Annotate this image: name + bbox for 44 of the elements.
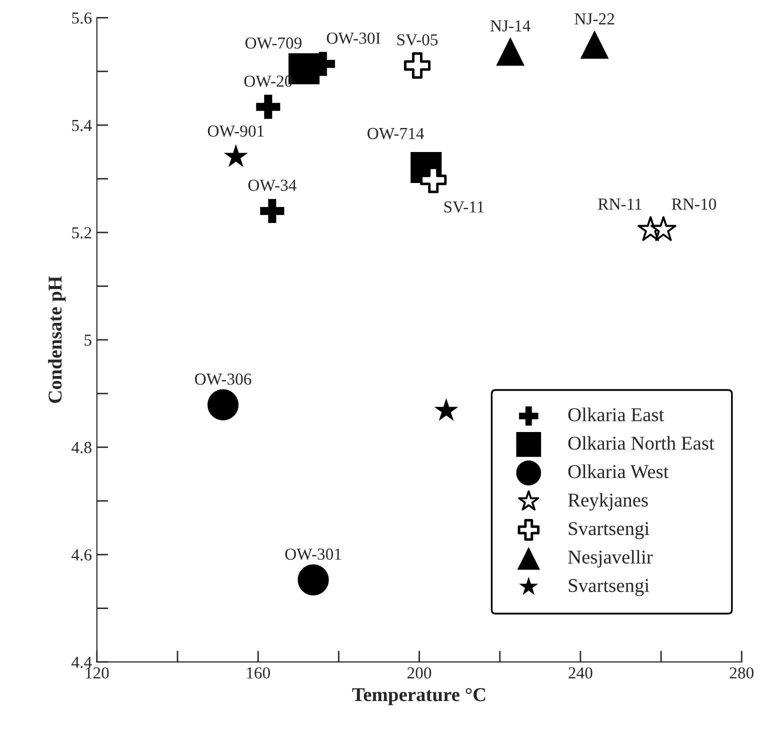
point xyxy=(298,564,329,596)
annotation: OW-901 xyxy=(208,125,264,137)
legend-label: Nesjavellir xyxy=(568,550,653,568)
annotation: OW-306 xyxy=(195,374,252,385)
y-axis-title: Condensate pH xyxy=(48,276,66,403)
annotation: OW-709 xyxy=(245,37,302,49)
annotation: RN-11 xyxy=(598,198,642,210)
point xyxy=(404,52,431,79)
legend-label: Olkaria East xyxy=(568,408,664,422)
point xyxy=(260,198,284,224)
y-tick-label: 5 xyxy=(84,334,92,346)
annotation: OW-301 xyxy=(285,548,341,560)
x-tick-label: 160 xyxy=(247,667,270,679)
x-tick-label: 120 xyxy=(86,667,109,679)
point xyxy=(650,216,676,241)
annotation: OW-34 xyxy=(248,180,296,192)
point xyxy=(208,389,239,420)
point xyxy=(224,144,248,167)
y-tick-label: 4.8 xyxy=(72,442,92,454)
x-tick-label: 240 xyxy=(568,667,592,679)
y-tick-label: 5.6 xyxy=(72,12,92,24)
annotation: NJ-14 xyxy=(490,20,530,32)
legend-label: Olkaria West xyxy=(568,464,669,478)
annotation: OW-30I xyxy=(326,32,380,44)
legend-label: Svartsengi xyxy=(568,579,650,596)
y-tick-label: 4.4 xyxy=(72,656,92,668)
point xyxy=(580,30,609,59)
x-tick-label: 280 xyxy=(730,667,754,679)
point xyxy=(496,37,525,66)
annotation: NJ-22 xyxy=(574,13,614,25)
point xyxy=(434,398,458,421)
y-tick-label: 4.6 xyxy=(72,549,92,561)
annotation: SV-11 xyxy=(444,201,484,213)
y-tick-label: 5.4 xyxy=(72,120,92,132)
legend-label: Olkaria North East xyxy=(568,436,714,450)
x-tick-label: 200 xyxy=(408,667,432,679)
legend-label: Svartsengi xyxy=(568,522,650,540)
legend-label: Reykjanes xyxy=(568,492,648,511)
annotation: RN-10 xyxy=(672,198,716,210)
annotation: OW-714 xyxy=(368,128,424,140)
point xyxy=(256,94,280,119)
y-tick-label: 5.2 xyxy=(72,227,92,238)
x-axis-title: Temperature °C xyxy=(352,688,486,706)
annotation: SV-05 xyxy=(397,34,438,46)
